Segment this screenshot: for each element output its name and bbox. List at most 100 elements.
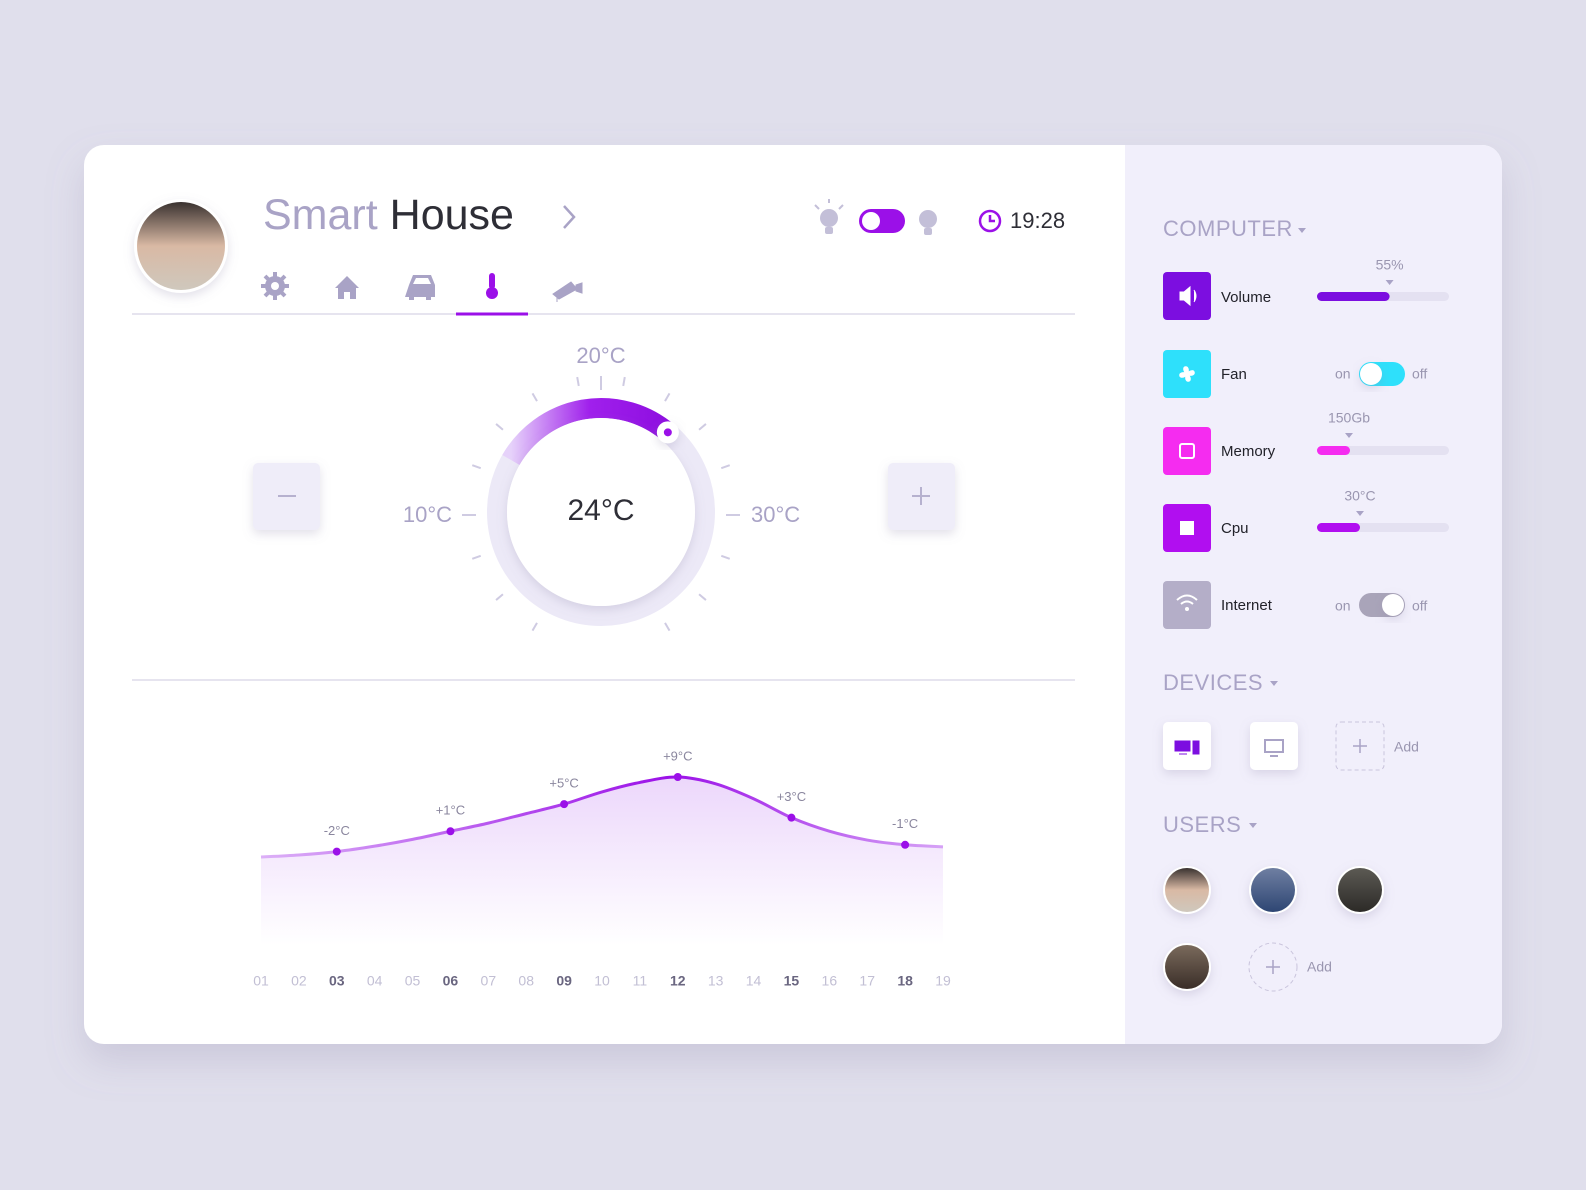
point [560, 800, 569, 809]
user-photo [1165, 868, 1209, 912]
x-tick-label: 05 [405, 973, 421, 989]
car-tab[interactable] [405, 275, 435, 300]
speaker-glyph [1179, 285, 1197, 307]
camera-tab[interactable] [552, 281, 583, 302]
cpu-label: 30°C [1344, 488, 1375, 504]
time: 19:28 [1010, 208, 1065, 233]
x-tick-label: 11 [633, 973, 648, 989]
memory-bar [1317, 446, 1350, 455]
value-label: +1°C [436, 803, 465, 818]
value-pointer [1385, 280, 1394, 285]
x-tick-label: 19 [935, 973, 951, 989]
dial-tick [531, 622, 538, 632]
dropdown-arrow[interactable] [1249, 823, 1257, 828]
dial-tick [576, 376, 580, 387]
computer-glyph [1174, 740, 1200, 755]
toggle-off-label: off [1412, 598, 1427, 614]
item-label: Fan [1221, 366, 1247, 383]
home-tab[interactable] [335, 276, 359, 299]
x-tick-label: 14 [746, 973, 762, 989]
dial-ticks [471, 376, 731, 632]
item-label: Internet [1221, 597, 1273, 614]
value-pointer [1345, 433, 1353, 438]
temperature-chart: -2°C +1°C +5°C +9°C +3°C -1°C 01 02 03 04 05 06 07 08… [253, 748, 951, 988]
area-fill [261, 776, 943, 945]
section-title: USERS [1163, 812, 1241, 837]
point [446, 827, 455, 836]
value-label: -2°C [324, 823, 350, 838]
x-tick-label: 10 [594, 973, 610, 989]
point [901, 840, 910, 849]
dial-face [507, 418, 695, 606]
value-label: +3°C [777, 789, 806, 804]
sidebar [1125, 145, 1502, 1044]
dropdown-arrow[interactable] [1298, 228, 1306, 233]
x-tick-label: 13 [708, 973, 724, 989]
current-temperature: 24°C [567, 494, 634, 527]
volume-label: 55% [1376, 257, 1404, 273]
volume-bar [1317, 292, 1390, 301]
value-label: -1°C [892, 816, 918, 831]
point [673, 773, 682, 781]
user-photo [1251, 868, 1295, 912]
light-on-icon[interactable] [919, 210, 937, 235]
clock-hands [988, 215, 995, 223]
user-photo [1338, 868, 1382, 912]
title-dark: House [390, 191, 514, 239]
x-tick-label: 01 [253, 973, 269, 989]
value-label: +9°C [663, 748, 692, 763]
x-tick-label: 15 [784, 973, 800, 989]
x-tick-label: 12 [670, 973, 686, 989]
dropdown-arrow[interactable] [1270, 681, 1278, 686]
dial-tick [698, 423, 707, 431]
chevron[interactable] [563, 205, 576, 229]
toggle-knob [1360, 363, 1382, 385]
line [260, 775, 944, 859]
item-label: Memory [1221, 443, 1276, 460]
x-tick-label: 06 [443, 973, 459, 989]
dial-tick [720, 464, 731, 470]
value-label: +5°C [549, 776, 578, 791]
add-label[interactable]: Add [1394, 739, 1419, 755]
dial-tick [495, 423, 504, 431]
toggle-knob [862, 212, 880, 230]
temperature-tab[interactable] [486, 273, 498, 299]
x-tick-label: 09 [556, 973, 572, 989]
cpu-bar [1317, 523, 1360, 532]
dial-top-label: 20°C [576, 343, 625, 368]
dial-handle[interactable] [656, 421, 679, 444]
add-user[interactable] [1248, 942, 1298, 992]
bar-track [1317, 446, 1449, 455]
x-tick-label: 02 [291, 973, 307, 989]
x-tick-label: 04 [367, 973, 383, 989]
value-pointer [1356, 511, 1364, 516]
tabs [261, 272, 583, 302]
toggle-on-label: on [1335, 366, 1351, 382]
x-tick-label: 18 [897, 973, 913, 989]
dial-tick [664, 392, 671, 402]
tv-glyph [1264, 739, 1284, 757]
plus-icon [1353, 739, 1367, 753]
section-title: COMPUTER [1163, 216, 1293, 241]
dial-tick [495, 593, 504, 601]
cpu-glyph [1180, 521, 1194, 535]
wifi-glyph [1176, 594, 1198, 605]
wifi-dot [1185, 607, 1189, 611]
title-light: Smart [263, 191, 378, 239]
avatar-photo [137, 202, 225, 290]
light-off-icon[interactable] [814, 199, 844, 234]
settings-tab[interactable] [261, 272, 289, 300]
dial-left-label: 10°C [403, 502, 452, 527]
plus-icon [1266, 960, 1280, 974]
internet-icon [1163, 581, 1211, 629]
dial-tick [471, 464, 482, 470]
add-label[interactable]: Add [1307, 959, 1332, 975]
x-tick-label: 03 [329, 973, 345, 989]
add-device[interactable] [1335, 721, 1385, 771]
x-tick-label: 07 [481, 973, 497, 989]
memory-label: 150Gb [1328, 410, 1370, 426]
device-tv[interactable] [1250, 722, 1298, 770]
toggle-knob [1382, 594, 1404, 616]
